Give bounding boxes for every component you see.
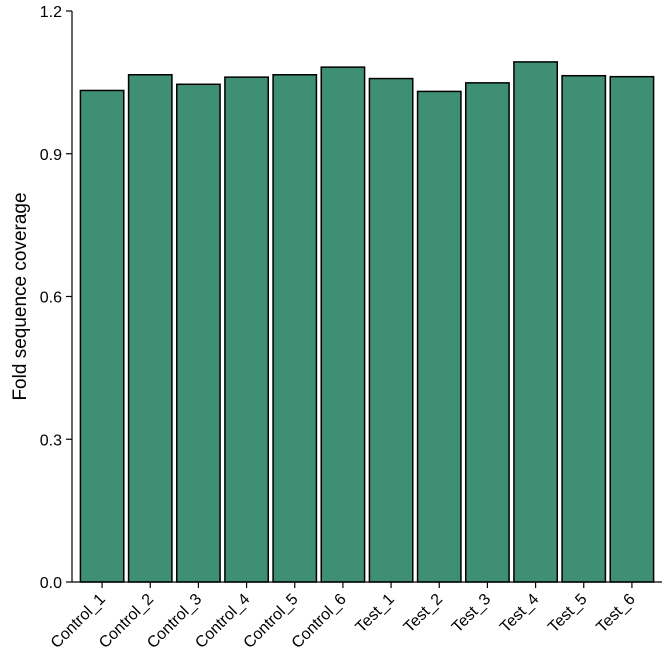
bar-test-5 [561,74,607,583]
x-tick-label: Test_4 [497,591,542,636]
bar-control-4 [224,76,270,583]
x-tick-label: Test_6 [593,591,638,636]
bar-test-6 [609,75,655,583]
x-axis-ticks: Control_1Control_2Control_3Control_4Cont… [48,582,639,652]
y-tick-label: 0.0 [40,575,62,592]
bar-test-2 [416,90,462,583]
y-tick-label: 0.3 [40,432,62,449]
y-axis-ticks: 0.0 0.3 0.6 0.9 1.2 [40,4,72,592]
bar-control-2 [127,74,173,583]
y-tick-label: 1.2 [40,4,62,21]
bars-group [79,61,655,583]
x-tick-label: Test_3 [449,591,494,636]
bar-control-3 [175,83,221,583]
x-tick-label: Test_5 [545,591,590,636]
bar-test-3 [464,82,510,583]
bar-test-4 [513,61,559,583]
bar-test-1 [368,77,414,583]
x-tick-label: Test_2 [401,591,446,636]
bar-control-5 [272,74,318,583]
x-tick-label: Test_1 [353,591,398,636]
bar-control-1 [79,89,125,583]
y-axis-title: Fold sequence coverage [10,192,31,400]
bar-control-6 [320,66,366,583]
y-tick-label: 0.6 [40,290,62,307]
y-tick-label: 0.9 [40,147,62,164]
